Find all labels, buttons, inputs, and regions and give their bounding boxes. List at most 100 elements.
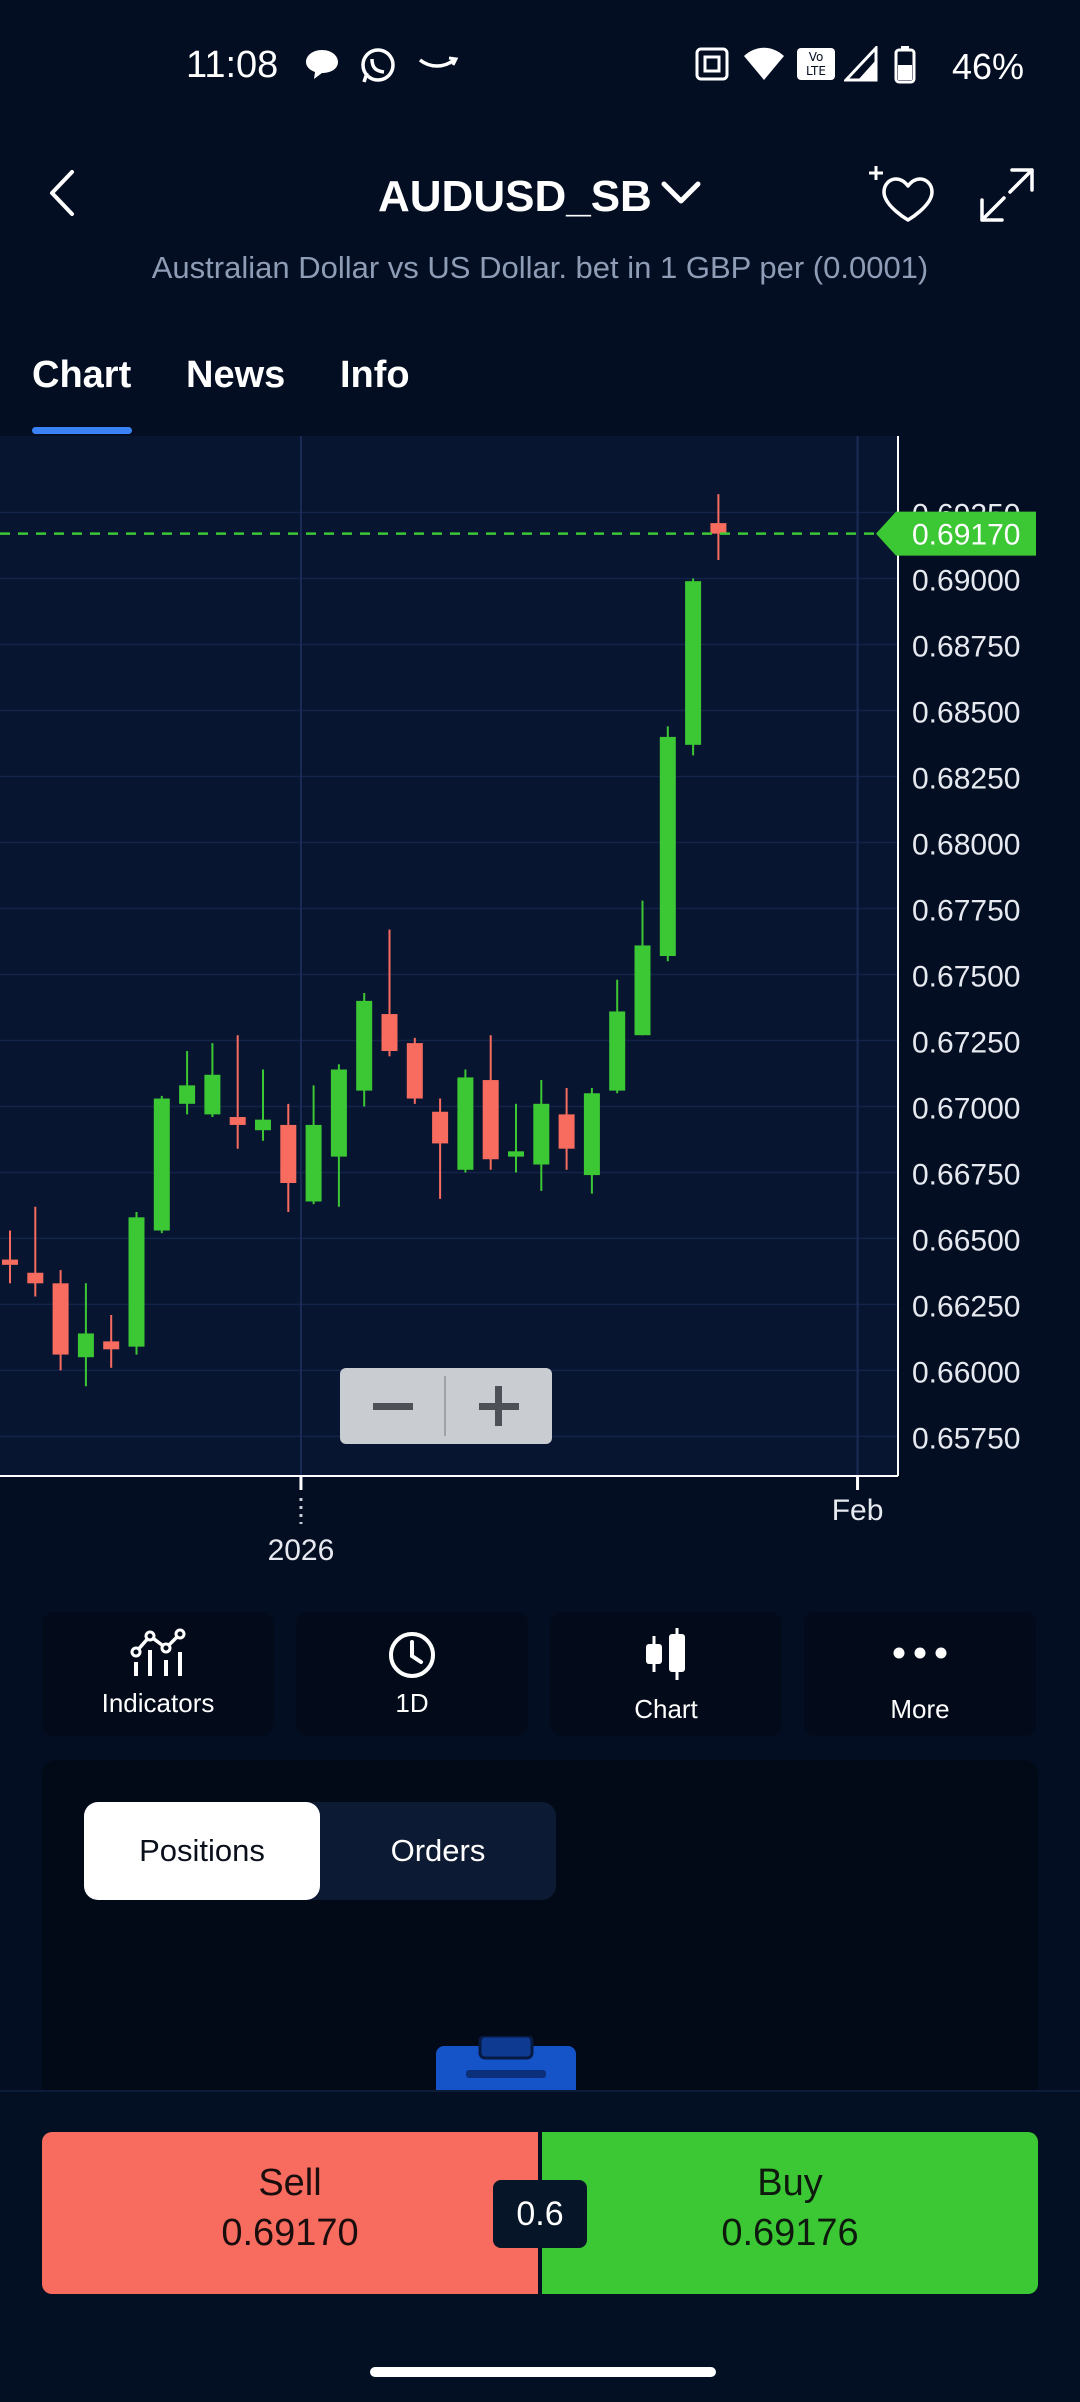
whatsapp-icon [361, 48, 395, 83]
y-tick-label: 0.66500 [912, 1224, 1020, 1257]
more-dots-icon [893, 1647, 947, 1659]
y-tick-label: 0.68500 [912, 697, 1020, 730]
y-tick-label: 0.68000 [912, 828, 1020, 861]
chat-bubble-icon [306, 50, 338, 79]
tab-chart[interactable]: Chart [32, 354, 132, 396]
candle-body [204, 1074, 221, 1115]
zoom-control [340, 1368, 552, 1444]
y-tick-label: 0.68250 [912, 763, 1020, 796]
status-time: 11:08 [186, 44, 279, 86]
indicators-label: Indicators [101, 1688, 215, 1718]
candle-body [305, 1124, 322, 1202]
candle-body [457, 1077, 474, 1170]
candle-body [179, 1085, 196, 1104]
y-tick-label: 0.67000 [912, 1092, 1020, 1125]
clock-icon [389, 1632, 435, 1678]
candlestick-icon [646, 1628, 685, 1680]
positions-orders-toggle: Positions Orders [84, 1802, 556, 1900]
svg-text:LTE: LTE [806, 64, 826, 78]
more-label: More [890, 1694, 950, 1724]
candle-body [659, 736, 676, 956]
candle-body [533, 1103, 550, 1165]
timeframe-label: 1D [395, 1688, 429, 1718]
more-button[interactable]: More [804, 1612, 1036, 1736]
candle-body [609, 1011, 626, 1091]
tab-news[interactable]: News [186, 354, 286, 396]
amazon-icon [418, 56, 459, 68]
y-tick-label: 0.66000 [912, 1356, 1020, 1389]
y-tick-label: 0.67500 [912, 960, 1020, 993]
home-indicator[interactable] [370, 2367, 716, 2377]
tab-orders[interactable]: Orders [390, 1833, 486, 1868]
y-tick-label: 0.65750 [912, 1422, 1020, 1455]
indicators-button[interactable]: Indicators [42, 1612, 274, 1736]
sell-label: Sell [258, 2162, 322, 2204]
candle-body [558, 1114, 575, 1149]
candlestick-chart[interactable]: 0.692500.690000.687500.685000.682500.680… [0, 436, 1080, 1586]
current-price-tag [876, 511, 1036, 556]
tab-info[interactable]: Info [340, 354, 410, 396]
candle-body [153, 1098, 170, 1231]
zoom-out-button[interactable] [340, 1368, 445, 1444]
candle-body [508, 1151, 524, 1157]
candle-body [2, 1259, 18, 1265]
volte-icon: Vo LTE [797, 48, 835, 80]
sell-button[interactable]: Sell 0.69170 [42, 2132, 538, 2294]
candle-body [77, 1333, 94, 1358]
instrument-description: Australian Dollar vs US Dollar. bet in 1… [151, 250, 929, 285]
indicators-icon [130, 1628, 186, 1676]
chart-type-button[interactable]: Chart [550, 1612, 782, 1736]
candle-body [583, 1093, 600, 1176]
x-tick-label: Feb [832, 1494, 884, 1527]
y-tick-label: 0.67250 [912, 1026, 1020, 1059]
signal-icon [844, 46, 878, 82]
y-tick-label: 0.68750 [912, 631, 1020, 664]
current-price-label: 0.69170 [912, 519, 1020, 552]
y-tick-label: 0.67750 [912, 894, 1020, 927]
wifi-icon [744, 47, 784, 80]
candle-body [330, 1069, 347, 1157]
timeframe-button[interactable]: 1D [296, 1612, 528, 1736]
back-button[interactable] [40, 168, 84, 218]
chart-type-label: Chart [634, 1694, 698, 1724]
x-tick-label: 2026 [268, 1534, 335, 1567]
plot-background [0, 436, 898, 1476]
candle-body [381, 1014, 398, 1052]
zoom-in-button[interactable] [447, 1368, 552, 1444]
zoom-divider [444, 1376, 446, 1436]
chevron-down-icon[interactable] [660, 178, 702, 208]
candle-body [482, 1080, 499, 1160]
sell-price: 0.69170 [221, 2212, 359, 2254]
nfc-icon [695, 47, 729, 81]
buy-price: 0.69176 [721, 2212, 859, 2254]
tab-positions[interactable]: Positions [84, 1802, 320, 1900]
candle-body [634, 945, 651, 1036]
candle-body [280, 1124, 297, 1184]
candle-body [406, 1043, 423, 1099]
candle-body [128, 1217, 145, 1347]
candle-body [229, 1117, 246, 1125]
candle-body [685, 581, 702, 745]
active-tab-indicator [32, 427, 132, 434]
symbol-title[interactable]: AUDUSD_SB [378, 172, 652, 221]
candle-body [432, 1111, 449, 1144]
candle-body [255, 1119, 271, 1131]
candle-body [103, 1341, 120, 1350]
candle-body [710, 523, 727, 534]
buy-button[interactable]: Buy 0.69176 [542, 2132, 1038, 2294]
candle-body [356, 1000, 373, 1091]
y-tick-label: 0.69000 [912, 565, 1020, 598]
candle-body [52, 1283, 69, 1355]
fullscreen-button[interactable] [978, 166, 1036, 224]
add-favorite-button[interactable] [868, 164, 934, 226]
candle-body [27, 1272, 44, 1284]
buy-label: Buy [757, 2162, 823, 2204]
svg-text:Vo: Vo [809, 50, 824, 64]
battery-icon [894, 46, 916, 84]
status-bar: 11:08 Vo LTE 46% [0, 0, 1080, 130]
empty-state-illustration [436, 2036, 576, 2090]
y-tick-label: 0.66750 [912, 1158, 1020, 1191]
spread-badge: 0.6 [493, 2180, 587, 2248]
y-tick-label: 0.66250 [912, 1290, 1020, 1323]
price-chart[interactable]: 0.692500.690000.687500.685000.682500.680… [0, 436, 1080, 1586]
